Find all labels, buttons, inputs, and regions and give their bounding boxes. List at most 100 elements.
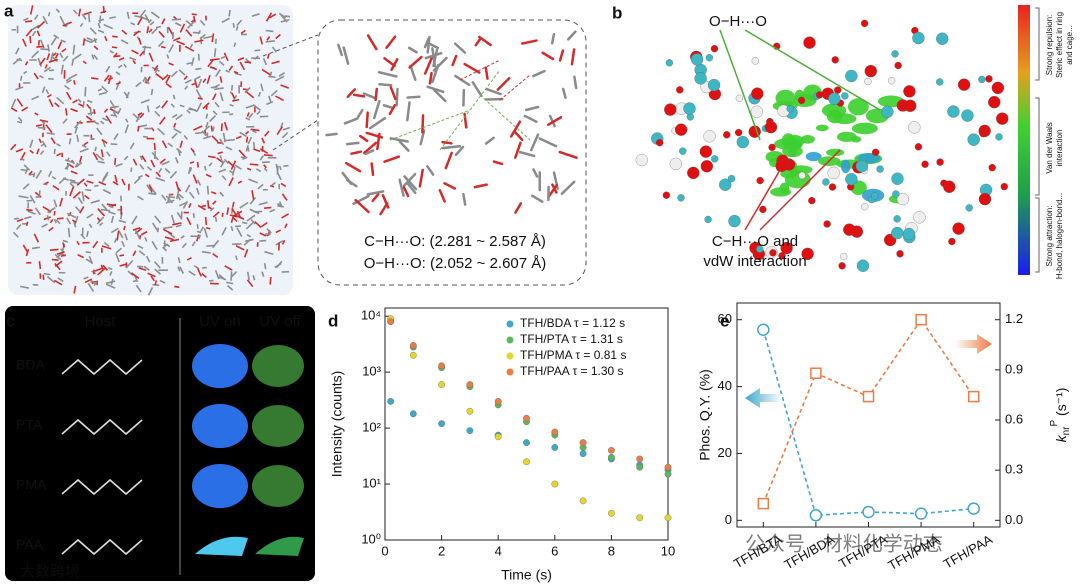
bond bbox=[266, 228, 272, 234]
bond bbox=[23, 70, 28, 75]
bond bbox=[264, 130, 270, 137]
atom bbox=[840, 252, 848, 261]
bond bbox=[29, 5, 34, 15]
bond bbox=[196, 187, 200, 195]
atom bbox=[914, 143, 923, 151]
bond bbox=[46, 215, 50, 221]
bond bbox=[47, 11, 51, 17]
bond bbox=[484, 66, 489, 80]
bond bbox=[341, 171, 353, 186]
atom bbox=[751, 87, 764, 100]
atom bbox=[662, 191, 671, 199]
bond bbox=[74, 126, 78, 134]
data-point bbox=[809, 509, 823, 522]
bond bbox=[86, 213, 94, 219]
bond bbox=[101, 203, 108, 211]
bond bbox=[61, 48, 67, 53]
bond bbox=[418, 168, 424, 188]
bond bbox=[10, 107, 18, 112]
bond bbox=[252, 141, 256, 150]
bond bbox=[163, 243, 169, 247]
bond bbox=[47, 206, 56, 214]
bond bbox=[34, 207, 42, 216]
bond bbox=[236, 19, 243, 27]
data-point bbox=[757, 323, 770, 336]
watermark: 公众号 · 材料化学动态 bbox=[745, 532, 943, 555]
bond bbox=[127, 270, 134, 276]
atom bbox=[736, 135, 749, 149]
bond bbox=[245, 130, 250, 135]
structure bbox=[61, 358, 143, 376]
x-tick-label: 6 bbox=[551, 543, 558, 558]
bond bbox=[189, 43, 194, 49]
bond bbox=[158, 167, 163, 174]
bond bbox=[73, 53, 82, 60]
atom bbox=[822, 178, 830, 186]
bond bbox=[41, 86, 46, 94]
vdw-surface bbox=[840, 159, 851, 174]
bond bbox=[244, 61, 251, 64]
atom bbox=[723, 131, 731, 139]
bond bbox=[22, 183, 30, 190]
colorbar-label: Strong repulsion: bbox=[1045, 15, 1054, 75]
bond bbox=[78, 8, 82, 17]
bond bbox=[43, 66, 51, 73]
data-point bbox=[523, 458, 530, 466]
bond bbox=[103, 74, 110, 82]
data-point bbox=[523, 414, 530, 422]
data-point bbox=[664, 463, 672, 471]
data-point bbox=[664, 514, 672, 522]
bond bbox=[90, 280, 98, 285]
bond bbox=[342, 46, 350, 65]
bond bbox=[110, 114, 116, 117]
h-bond bbox=[459, 59, 501, 81]
bond bbox=[356, 108, 364, 119]
bond bbox=[139, 50, 145, 57]
annotation: vdW interaction bbox=[703, 253, 806, 270]
bond bbox=[184, 85, 189, 90]
bond bbox=[100, 10, 107, 14]
bond bbox=[371, 193, 380, 203]
bond bbox=[29, 149, 34, 154]
bond bbox=[159, 279, 166, 284]
atom bbox=[871, 148, 880, 156]
bond bbox=[250, 219, 256, 225]
bond bbox=[90, 137, 95, 140]
bond bbox=[15, 47, 20, 55]
bond bbox=[249, 196, 257, 205]
uv-off-sample bbox=[252, 345, 304, 387]
bond bbox=[350, 150, 362, 155]
bond bbox=[15, 86, 24, 91]
bond bbox=[251, 13, 260, 17]
bond bbox=[168, 62, 174, 66]
bond bbox=[82, 38, 86, 46]
bond bbox=[248, 112, 254, 119]
atom bbox=[891, 50, 899, 58]
bond bbox=[259, 36, 264, 45]
bond bbox=[223, 121, 229, 131]
atom bbox=[751, 57, 759, 65]
atom bbox=[677, 194, 685, 202]
bracket bbox=[1035, 197, 1040, 273]
bond bbox=[116, 231, 120, 241]
bond bbox=[177, 148, 181, 156]
bond bbox=[146, 26, 150, 34]
row-label: BDA bbox=[16, 357, 45, 373]
bond bbox=[259, 232, 267, 237]
bond bbox=[268, 95, 272, 104]
annotation: O−H···O: (2.052 ~ 2.607 Å) bbox=[364, 255, 547, 272]
bond bbox=[246, 233, 252, 238]
bond bbox=[115, 247, 123, 254]
bond bbox=[88, 255, 94, 265]
bond bbox=[485, 87, 502, 96]
panel-label: a bbox=[4, 1, 14, 20]
bond bbox=[171, 132, 178, 139]
watermark: 大数跨境 bbox=[20, 562, 80, 580]
bond bbox=[256, 110, 261, 115]
bond bbox=[115, 81, 122, 86]
bond bbox=[161, 100, 169, 109]
bond bbox=[81, 13, 87, 20]
bond bbox=[153, 261, 161, 269]
bond bbox=[113, 109, 120, 114]
data-point bbox=[409, 351, 417, 359]
